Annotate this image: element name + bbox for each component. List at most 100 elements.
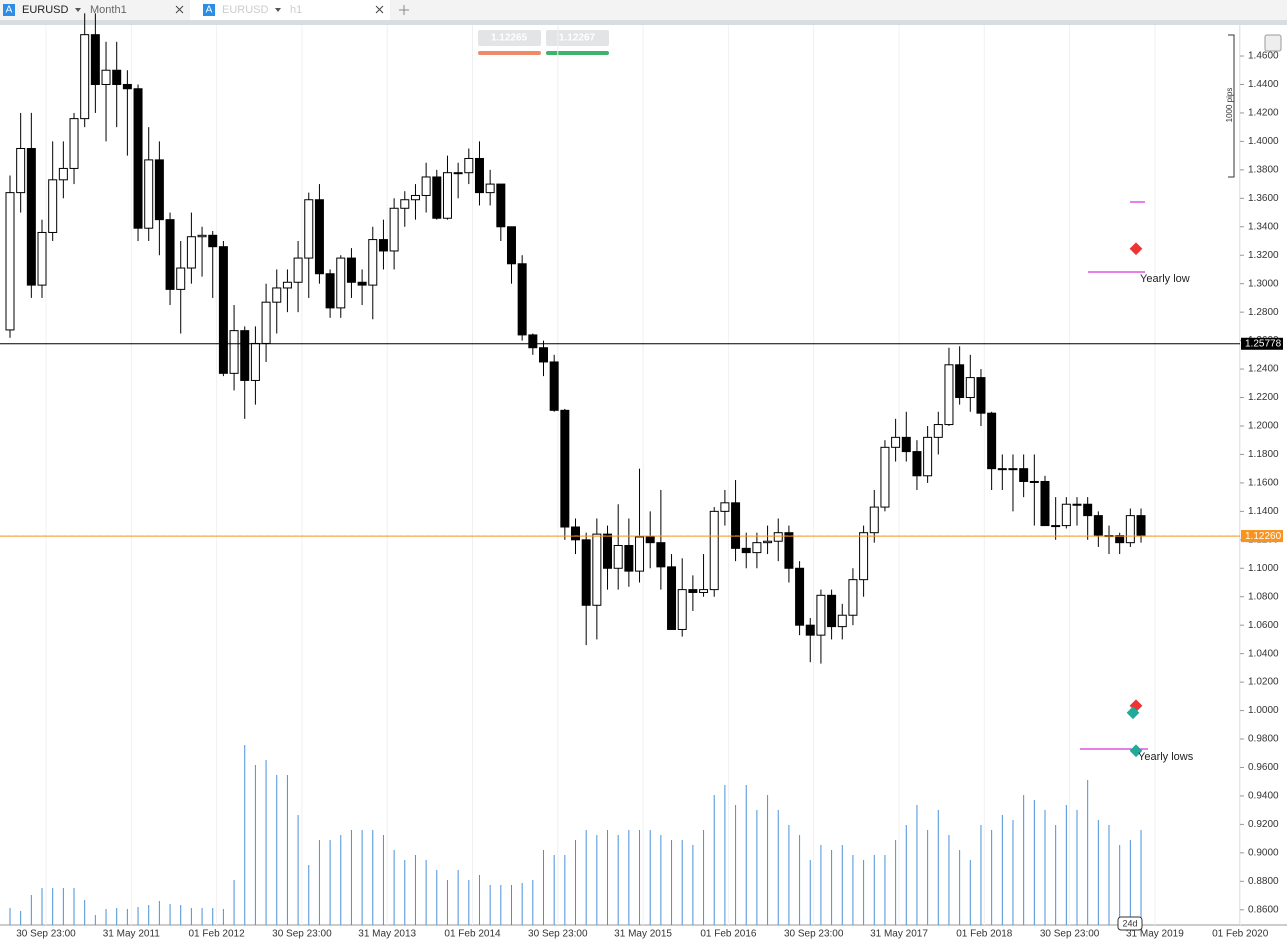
candle-body	[368, 239, 378, 286]
x-tick-label: 31 May 2017	[870, 929, 928, 939]
y-tick-label: 0.8600	[1248, 904, 1279, 915]
candle-body	[112, 69, 122, 85]
y-tick-label: 0.9200	[1248, 819, 1279, 830]
candle-body	[944, 364, 954, 426]
quote-price: 1.12265	[491, 33, 528, 44]
marker	[1129, 242, 1143, 256]
candle-body	[763, 540, 773, 544]
candle-body	[144, 159, 154, 229]
y-tick-label: 1.0000	[1248, 705, 1279, 716]
price-label: 1.12260	[1245, 531, 1282, 542]
candle-body	[378, 239, 388, 252]
candle-body	[357, 281, 367, 286]
symbol: EURUSD	[22, 4, 69, 16]
candle-body	[955, 364, 965, 399]
candle-body	[880, 446, 890, 508]
candle-body	[218, 246, 228, 374]
candle-body	[464, 157, 474, 174]
y-tick-label: 1.2400	[1248, 364, 1279, 375]
candle-body	[346, 257, 356, 283]
tab[interactable]: A EURUSD Month1	[3, 4, 184, 16]
candle-body	[517, 263, 527, 336]
y-tick-label: 1.0800	[1248, 591, 1279, 602]
candle-body	[165, 219, 175, 290]
candle-body	[848, 579, 858, 616]
y-tick-label: 1.4000	[1248, 136, 1279, 147]
candle-body	[731, 502, 741, 549]
candle-body	[997, 468, 1007, 471]
candle-body	[58, 167, 68, 181]
y-tick-label: 1.4200	[1248, 108, 1279, 119]
annotation: 1000 pips	[1225, 88, 1234, 123]
y-tick-label: 0.8800	[1248, 876, 1279, 887]
new-tab[interactable]	[399, 5, 409, 15]
candle-body	[37, 231, 47, 286]
time-badge	[1117, 916, 1143, 931]
candle-body	[912, 451, 922, 477]
candle-body	[293, 257, 303, 283]
y-tick-label: 1.2800	[1248, 307, 1279, 318]
candle-body	[1008, 468, 1018, 471]
candle-body	[923, 436, 933, 477]
candle-body	[613, 545, 623, 569]
candle-body	[442, 172, 452, 219]
candle-body	[80, 34, 90, 120]
quote-button[interactable]	[546, 30, 609, 46]
y-tick-label: 1.1000	[1248, 563, 1279, 574]
quote-button[interactable]	[478, 30, 541, 46]
candle-body	[891, 436, 901, 448]
close-icon	[175, 5, 184, 14]
y-tick-label: 1.3400	[1248, 221, 1279, 232]
candle-body	[987, 412, 997, 470]
price-label-box	[1241, 530, 1283, 543]
candle-body	[784, 532, 794, 569]
y-tick-label: 1.3200	[1248, 250, 1279, 261]
candle-body	[304, 199, 314, 259]
x-tick-label: 01 Feb 2012	[189, 929, 246, 939]
tab-icon-label: A	[206, 5, 213, 16]
x-tick-label: 30 Sep 23:00	[272, 929, 332, 939]
timeframe: Month1	[90, 4, 127, 16]
candle-body	[667, 566, 677, 630]
x-tick-label: 31 May 2013	[358, 929, 416, 939]
range-bracket	[1228, 34, 1235, 178]
candle-body	[965, 377, 975, 399]
x-tick-label: 30 Sep 23:00	[1040, 929, 1100, 939]
candle-body	[400, 199, 410, 209]
candle-body	[720, 502, 730, 512]
candle-body	[1093, 515, 1103, 537]
y-tick-label: 1.2000	[1248, 421, 1279, 432]
candle-body	[48, 179, 58, 233]
tab-icon	[203, 4, 215, 16]
quote-bar	[546, 51, 609, 55]
candle-body	[1083, 503, 1093, 517]
timeframe: h1	[290, 4, 302, 16]
candle-body	[282, 281, 292, 289]
popout-button[interactable]	[1264, 34, 1282, 52]
candle-body	[1136, 515, 1146, 537]
tab-icon	[3, 4, 15, 16]
candle-body	[421, 176, 431, 196]
tab[interactable]: A EURUSD h1	[203, 4, 384, 16]
candle-body	[581, 539, 591, 606]
candle-body	[773, 532, 783, 542]
tab-background	[190, 0, 390, 20]
candle-body	[410, 194, 420, 201]
y-tick-label: 1.0600	[1248, 620, 1279, 631]
candle-body	[699, 589, 709, 593]
candle-body	[325, 273, 335, 309]
candle-body	[688, 589, 698, 593]
annotation: 24d	[1122, 918, 1137, 928]
x-tick-label: 31 May 2019	[1126, 929, 1184, 939]
y-tick-label: 1.0200	[1248, 677, 1279, 688]
candle-body	[432, 176, 442, 219]
dropdown-arrow	[75, 8, 81, 12]
candle-body	[933, 424, 943, 438]
dropdown-arrow	[275, 8, 281, 12]
y-tick-label: 1.1600	[1248, 478, 1279, 489]
candle-body	[208, 234, 218, 248]
y-tick-label: 1.0400	[1248, 648, 1279, 659]
y-tick-label: 1.4600	[1248, 51, 1279, 62]
candle-body	[816, 594, 826, 636]
